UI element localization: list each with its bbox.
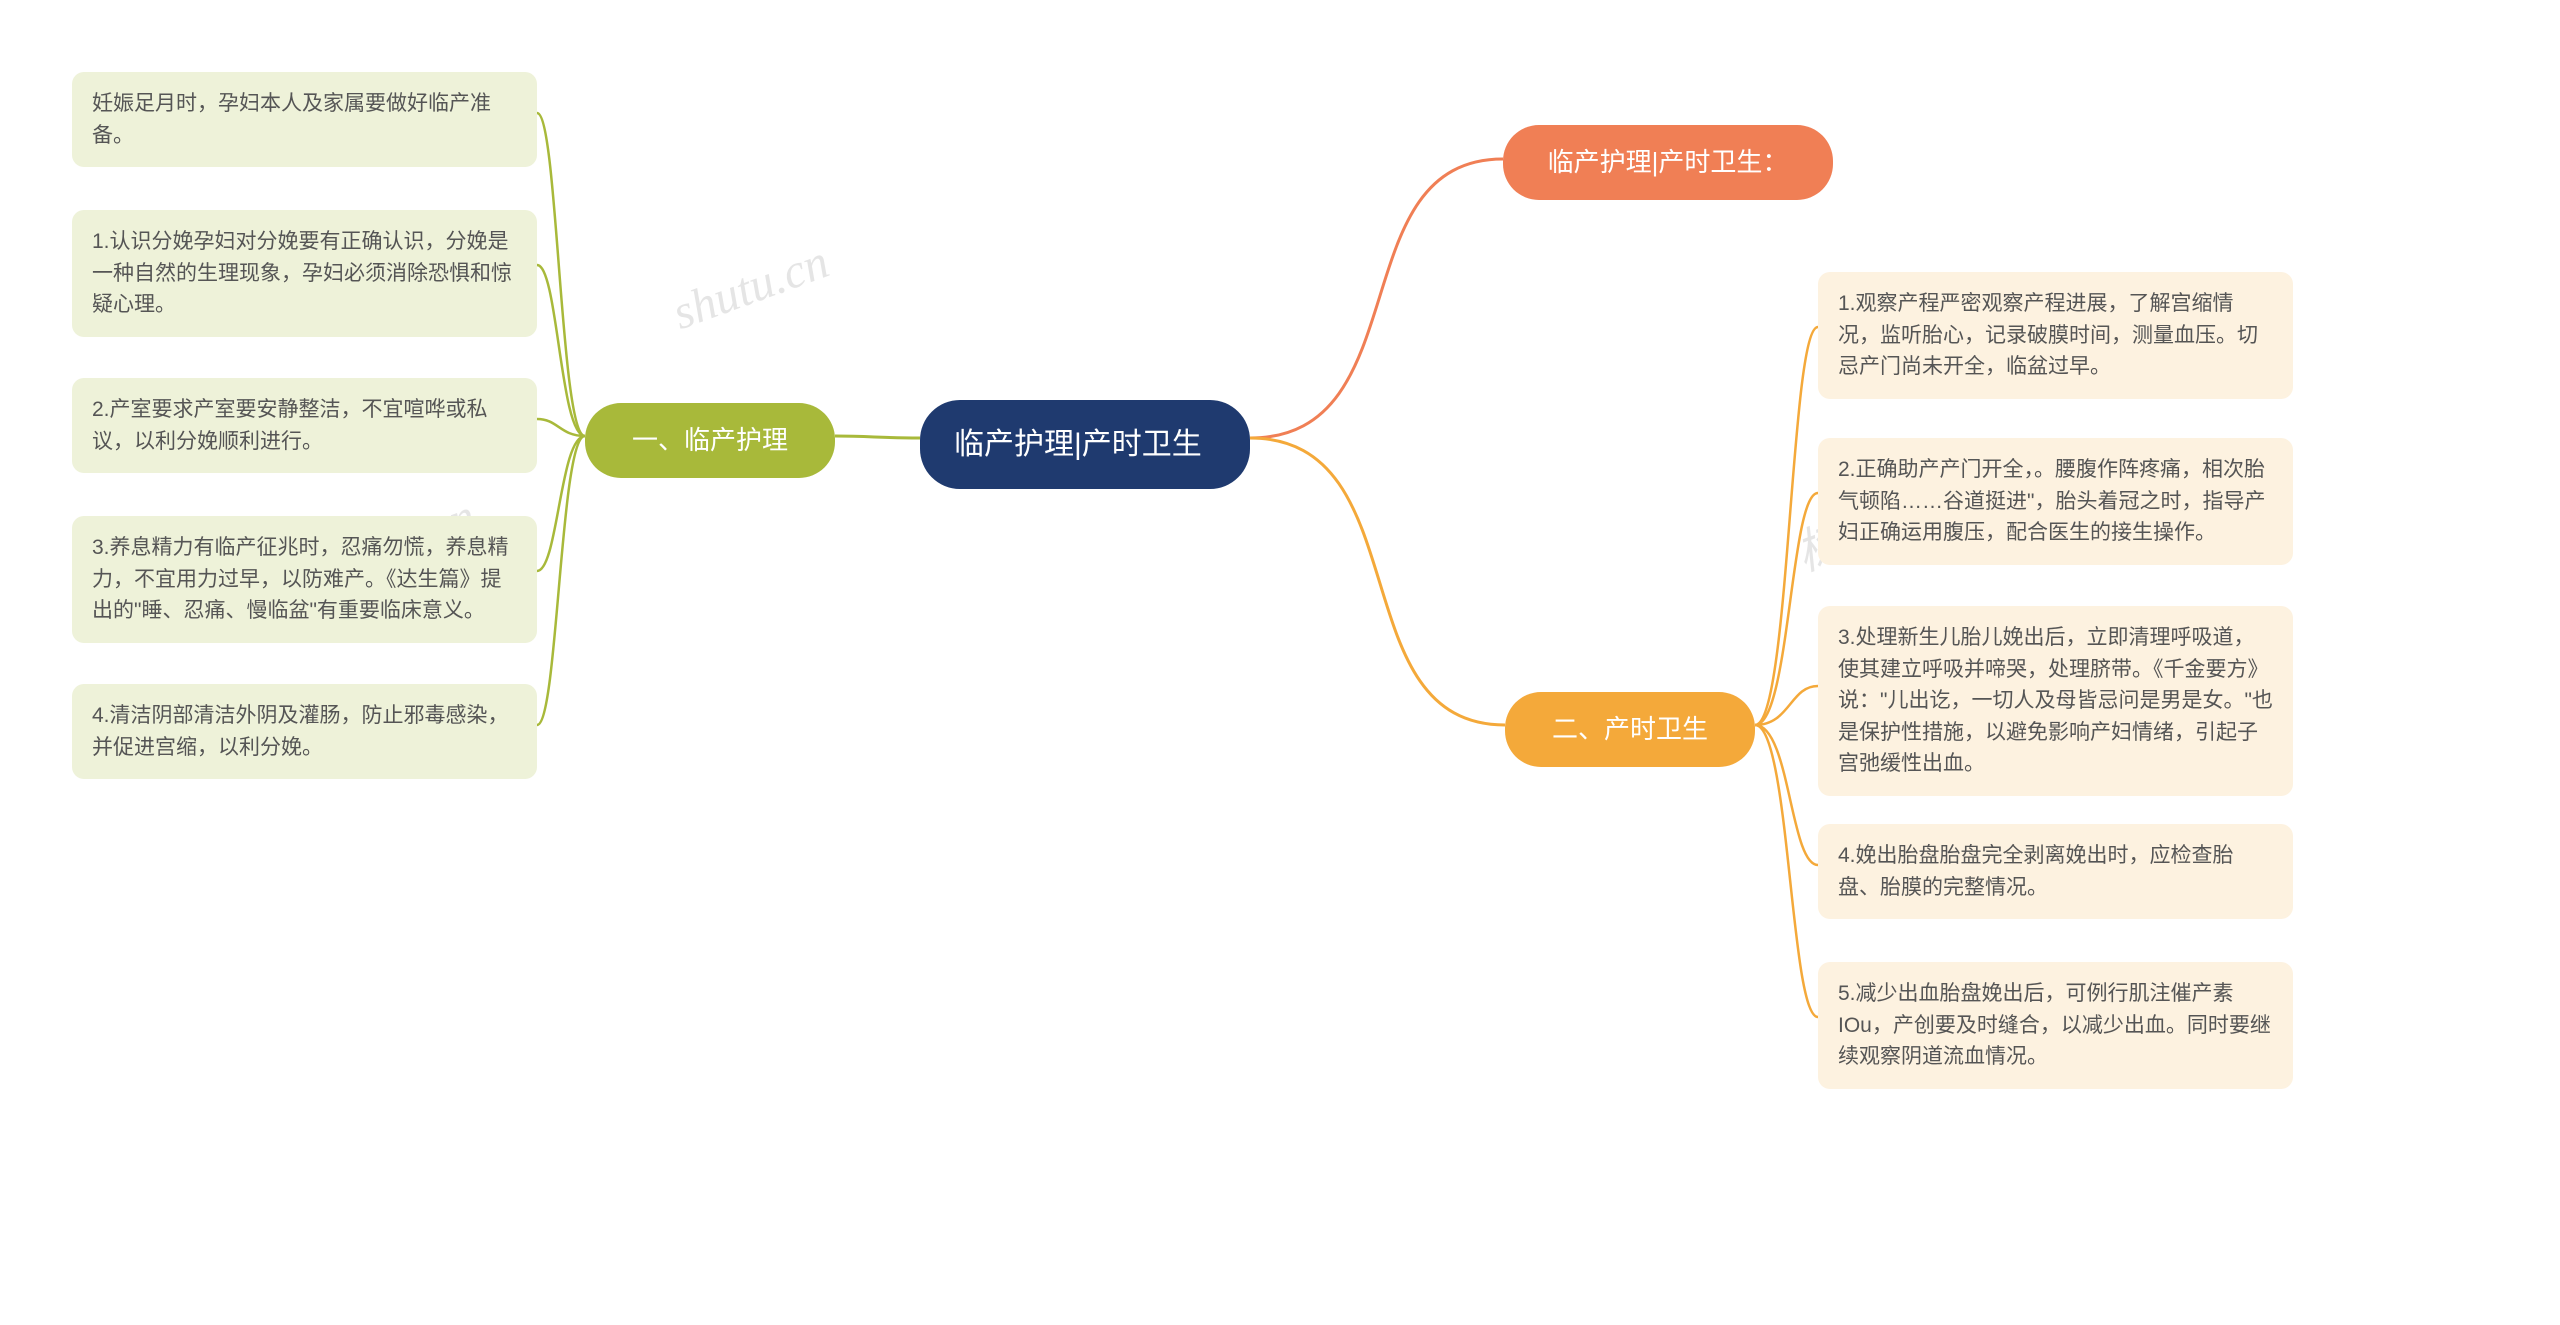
mindmap-canvas: 树图 shutu.cn shutu.cn 树图 shutu 临产护理|产时卫生 … (0, 0, 2560, 1325)
branch-node-3[interactable]: 二、产时卫生 (1505, 692, 1755, 767)
leaf-node[interactable]: 2.正确助产产门开全，。腰腹作阵疼痛，相次胎气顿陷……谷道挺进"，胎头着冠之时，… (1818, 438, 2293, 565)
watermark: shutu.cn (665, 234, 835, 341)
leaf-node[interactable]: 1.观察产程严密观察产程进展，了解宫缩情况，监听胎心，记录破膜时间，测量血压。切… (1818, 272, 2293, 399)
leaf-node[interactable]: 4.清洁阴部清洁外阴及灌肠，防止邪毒感染，并促进宫缩，以利分娩。 (72, 684, 537, 779)
branch-node-2[interactable]: 临产护理|产时卫生： (1503, 125, 1833, 200)
leaf-node[interactable]: 3.养息精力有临产征兆时，忍痛勿慌，养息精力，不宜用力过早，以防难产。《达生篇》… (72, 516, 537, 643)
leaf-node[interactable]: 妊娠足月时，孕妇本人及家属要做好临产准备。 (72, 72, 537, 167)
leaf-node[interactable]: 1.认识分娩孕妇对分娩要有正确认识，分娩是一种自然的生理现象，孕妇必须消除恐惧和… (72, 210, 537, 337)
leaf-node[interactable]: 4.娩出胎盘胎盘完全剥离娩出时，应检查胎盘、胎膜的完整情况。 (1818, 824, 2293, 919)
leaf-node[interactable]: 5.减少出血胎盘娩出后，可例行肌注催产素IOu，产创要及时缝合，以减少出血。同时… (1818, 962, 2293, 1089)
leaf-node[interactable]: 3.处理新生儿胎儿娩出后，立即清理呼吸道，使其建立呼吸并啼哭，处理脐带。《千金要… (1818, 606, 2293, 796)
root-node[interactable]: 临产护理|产时卫生 (920, 400, 1250, 489)
branch-node-1[interactable]: 一、临产护理 (585, 403, 835, 478)
leaf-node[interactable]: 2.产室要求产室要安静整洁，不宜喧哗或私议，以利分娩顺利进行。 (72, 378, 537, 473)
